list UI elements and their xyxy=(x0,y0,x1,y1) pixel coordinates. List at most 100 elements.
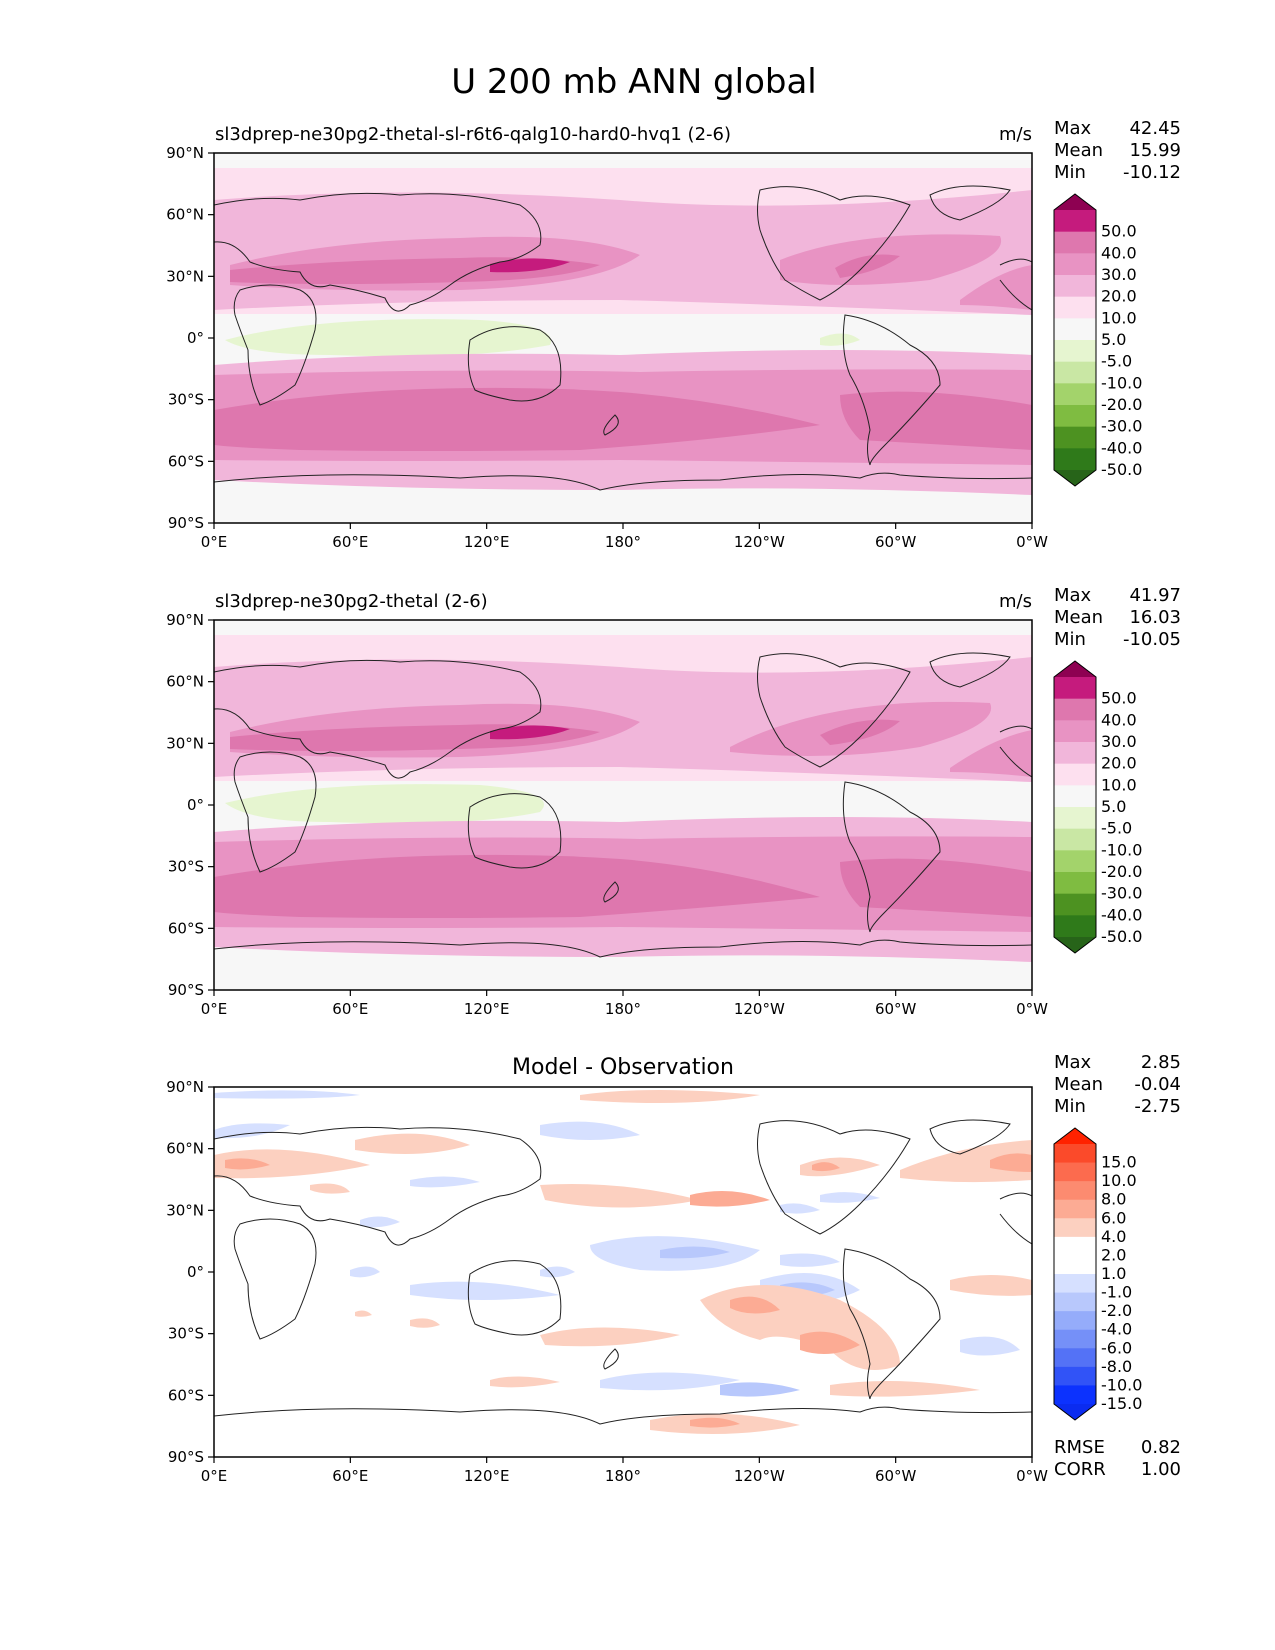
xtick-label: 60°E xyxy=(332,1467,368,1485)
panel-3-coastlines xyxy=(214,1119,1032,1425)
xtick-label: 120°W xyxy=(734,1000,785,1018)
panel-2-stat-mean-label: Mean xyxy=(1054,607,1103,628)
colorbar-swatch xyxy=(1054,763,1096,786)
colorbar-swatch xyxy=(1054,1311,1096,1331)
colorbar-tick-label: -5.0 xyxy=(1101,819,1132,838)
colorbar-tick-label: 10.0 xyxy=(1101,1171,1137,1190)
xtick-label: 60°W xyxy=(875,533,917,551)
xtick-label: 0°W xyxy=(1016,1000,1048,1018)
colorbar-tick-label: 2.0 xyxy=(1101,1245,1126,1264)
panel-2-colorbar: 50.0 40.0 30.0 20.0 10.0 5.0 -5.0 -10.0 -20.0 -30… xyxy=(1053,660,1142,954)
colorbar-swatch xyxy=(1054,1348,1096,1368)
xtick-label: 120°W xyxy=(734,533,785,551)
colorbar-outline xyxy=(1053,193,1097,487)
colorbar-tick-label: -50.0 xyxy=(1101,927,1142,946)
colorbar-outline xyxy=(1053,1127,1097,1421)
colorbar-tick-label: -8.0 xyxy=(1101,1357,1132,1376)
xtick-label: 120°E xyxy=(464,1467,510,1485)
colorbar-tick-label: 30.0 xyxy=(1101,732,1137,751)
xtick-label: 0°E xyxy=(201,1000,228,1018)
colorbar-swatch xyxy=(1054,426,1096,449)
ytick-label: 0° xyxy=(187,329,204,347)
colorbar-swatch xyxy=(1054,210,1096,233)
colorbar-swatch xyxy=(1054,850,1096,873)
panel-3-stat-max-value: 2.85 xyxy=(1141,1052,1181,1073)
colorbar-tick-label: -5.0 xyxy=(1101,352,1132,371)
panel-1-stat-max-value: 42.45 xyxy=(1129,118,1181,139)
colorbar-swatch xyxy=(1054,1329,1096,1349)
panel-3-colorbar: 15.010.08.06.04.02.01.0-1.0-2.0-4.0-6.0-… xyxy=(1053,1127,1142,1421)
panel-3-stat-max-label: Max xyxy=(1054,1052,1092,1073)
panel-2-stat-min-value: -10.05 xyxy=(1123,629,1181,650)
ytick-label: 60°S xyxy=(168,452,204,470)
colorbar-tick-label: 4.0 xyxy=(1101,1227,1126,1246)
colorbar-tick-label: 1.0 xyxy=(1101,1264,1126,1283)
colorbar-tick-label: 30.0 xyxy=(1101,265,1137,284)
colorbar-tick-label: -1.0 xyxy=(1101,1283,1132,1302)
colorbar-swatch xyxy=(1054,1292,1096,1312)
colorbar-tick-label: -2.0 xyxy=(1101,1301,1132,1320)
xtick-label: 60°E xyxy=(332,533,368,551)
colorbar-swatch xyxy=(1054,318,1096,341)
colorbar-swatch xyxy=(1054,296,1096,319)
colorbar-tick-label: -30.0 xyxy=(1101,417,1142,436)
xtick-label: 0°E xyxy=(201,533,228,551)
colorbar-swatch xyxy=(1054,1162,1096,1182)
colorbar-tick-label: 8.0 xyxy=(1101,1190,1126,1209)
panel-3-corr-value: 1.00 xyxy=(1141,1459,1181,1480)
panel-3-stat-min-label: Min xyxy=(1054,1096,1086,1117)
colorbar-tick-label: 5.0 xyxy=(1101,330,1126,349)
colorbar-tick-label: -4.0 xyxy=(1101,1320,1132,1339)
ytick-label: 90°N xyxy=(166,144,204,162)
colorbar-swatch xyxy=(1054,785,1096,808)
colorbar-swatch xyxy=(1054,698,1096,721)
colorbar-tick-label: -6.0 xyxy=(1101,1338,1132,1357)
panel-2-map-field xyxy=(214,620,1032,990)
panel-3-title: Model - Observation xyxy=(512,1055,734,1080)
panel-3-stat-mean-value: -0.04 xyxy=(1134,1074,1181,1095)
ytick-label: 60°N xyxy=(166,206,204,224)
colorbar-swatch xyxy=(1054,1255,1096,1275)
xtick-label: 60°W xyxy=(875,1000,917,1018)
ytick-label: 60°S xyxy=(168,1386,204,1404)
colorbar-tick-label: -10.0 xyxy=(1101,373,1142,392)
ytick-label: 90°N xyxy=(166,611,204,629)
panel-1: sl3dprep-ne30pg2-thetal-sl-r6t6-qalg10-h… xyxy=(166,118,1181,551)
colorbar-swatch xyxy=(1054,361,1096,384)
panel-1-stat-min-label: Min xyxy=(1054,162,1086,183)
colorbar-extend-bottom xyxy=(1054,470,1096,486)
xtick-label: 180° xyxy=(605,1000,641,1018)
panel-2-title: sl3dprep-ne30pg2-thetal (2-6) xyxy=(215,591,488,612)
panel-3-yticks: 90°N 60°N 30°N 0° 30°S 60°S 90°S xyxy=(166,1078,214,1466)
ytick-label: 0° xyxy=(187,796,204,814)
colorbar-swatch xyxy=(1054,383,1096,406)
colorbar-swatch xyxy=(1054,1366,1096,1387)
panel-3-rmse-value: 0.82 xyxy=(1141,1437,1181,1458)
xtick-label: 120°E xyxy=(464,533,510,551)
ytick-label: 30°N xyxy=(166,267,204,285)
panel-2-xticks: 0°E 60°E 120°E 180° 120°W 60°W 0°W xyxy=(201,990,1048,1018)
colorbar-tick-label: -10.0 xyxy=(1101,840,1142,859)
figure-title: U 200 mb ANN global xyxy=(451,62,817,102)
panel-1-coastlines xyxy=(214,185,1032,491)
colorbar-tick-label: -30.0 xyxy=(1101,884,1142,903)
colorbar-tick-label: -20.0 xyxy=(1101,862,1142,881)
ytick-label: 90°S xyxy=(168,514,204,532)
xtick-label: 0°W xyxy=(1016,533,1048,551)
colorbar-swatch xyxy=(1054,1144,1096,1164)
xtick-label: 0°W xyxy=(1016,1467,1048,1485)
ytick-label: 30°S xyxy=(168,391,204,409)
colorbar-tick-label: 50.0 xyxy=(1101,689,1137,708)
panel-2-coastlines xyxy=(214,652,1032,958)
colorbar-swatch xyxy=(1054,275,1096,298)
colorbar-tick-label: -50.0 xyxy=(1101,460,1142,479)
colorbar-tick-label: 6.0 xyxy=(1101,1208,1126,1227)
colorbar-swatch xyxy=(1054,405,1096,428)
colorbar-tick-label: 40.0 xyxy=(1101,243,1137,262)
colorbar-tick-label: -15.0 xyxy=(1101,1394,1142,1413)
colorbar-tick-label: 5.0 xyxy=(1101,797,1126,816)
colorbar-swatch xyxy=(1054,915,1096,938)
colorbar-swatch xyxy=(1054,1236,1096,1257)
panel-3-rmse-label: RMSE xyxy=(1054,1437,1105,1458)
panel-2-units: m/s xyxy=(999,591,1032,612)
